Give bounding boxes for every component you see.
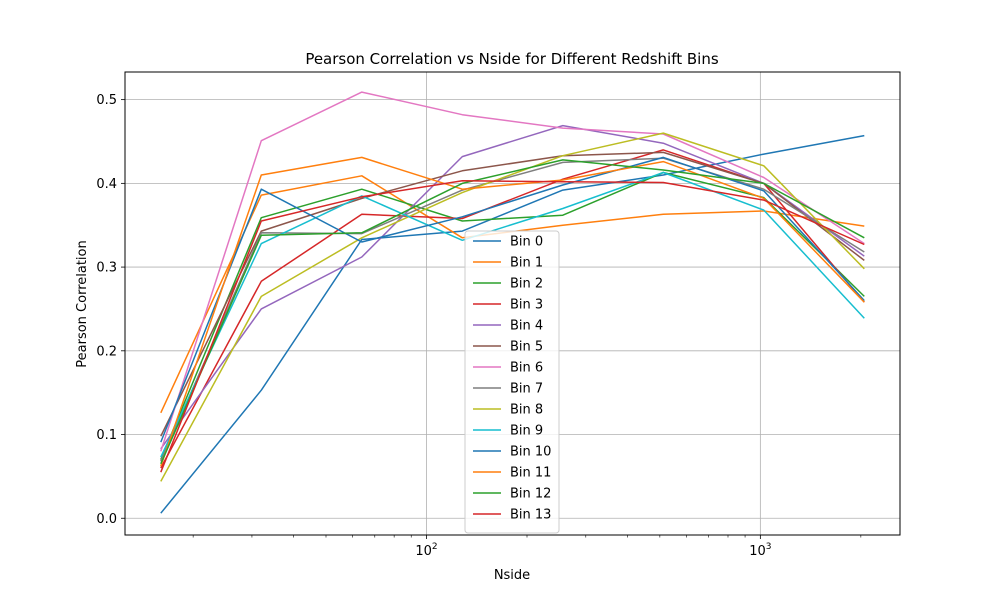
series-line-bin-10 — [160, 156, 865, 443]
legend-box — [464, 230, 560, 534]
series-lines — [160, 91, 865, 514]
y-tick-label: 0.4 — [96, 177, 117, 192]
legend: Bin 0 Bin 1 Bin 2 Bin 3 Bin 4 Bin 5 Bin 6 Bin 7… — [464, 230, 560, 534]
legend-label: Bin 13 — [510, 508, 551, 523]
series-line-bin-8 — [160, 132, 865, 482]
chart-title: Pearson Correlation vs Nside for Differe… — [305, 50, 719, 68]
legend-label: Bin 10 — [510, 445, 551, 460]
y-tick-label: 0.0 — [96, 512, 117, 527]
series-line-bin-2 — [160, 171, 865, 460]
y-axis: 0.0 0.1 0.2 0.3 0.4 0.5 — [96, 93, 125, 527]
series-line-bin-5 — [160, 151, 865, 437]
x-axis-label: Nside — [494, 568, 530, 583]
legend-label: Bin 12 — [510, 487, 551, 502]
plot-frame — [124, 71, 901, 536]
series-line-bin-13 — [160, 180, 865, 473]
series-line-bin-9 — [160, 171, 865, 458]
legend-label: Bin 8 — [510, 403, 543, 418]
legend-label: Bin 0 — [510, 235, 543, 250]
series-line-bin-0 — [160, 134, 865, 514]
legend-label: Bin 9 — [510, 424, 543, 439]
series-line-bin-4 — [160, 124, 865, 450]
x-axis: 102 103 — [192, 535, 862, 559]
legend-label: Bin 4 — [510, 319, 543, 334]
series-line-bin-12 — [160, 159, 865, 465]
series-line-bin-11 — [160, 156, 865, 467]
y-tick-label: 0.5 — [96, 93, 117, 108]
legend-label: Bin 6 — [510, 361, 543, 376]
legend-label: Bin 2 — [510, 277, 543, 292]
legend-label: Bin 1 — [510, 256, 543, 271]
x-tick-label: 103 — [749, 542, 771, 559]
y-tick-label: 0.2 — [96, 344, 117, 359]
legend-label: Bin 7 — [510, 382, 543, 397]
legend-label: Bin 11 — [510, 466, 551, 481]
y-tick-label: 0.3 — [96, 261, 117, 276]
y-tick-label: 0.1 — [96, 428, 117, 443]
series-line-bin-7 — [160, 157, 865, 462]
series-line-bin-6 — [160, 91, 865, 452]
legend-label: Bin 3 — [510, 298, 543, 313]
x-tick-label: 102 — [415, 542, 437, 559]
y-axis-label: Pearson Correlation — [75, 240, 90, 367]
legend-label: Bin 5 — [510, 340, 543, 355]
